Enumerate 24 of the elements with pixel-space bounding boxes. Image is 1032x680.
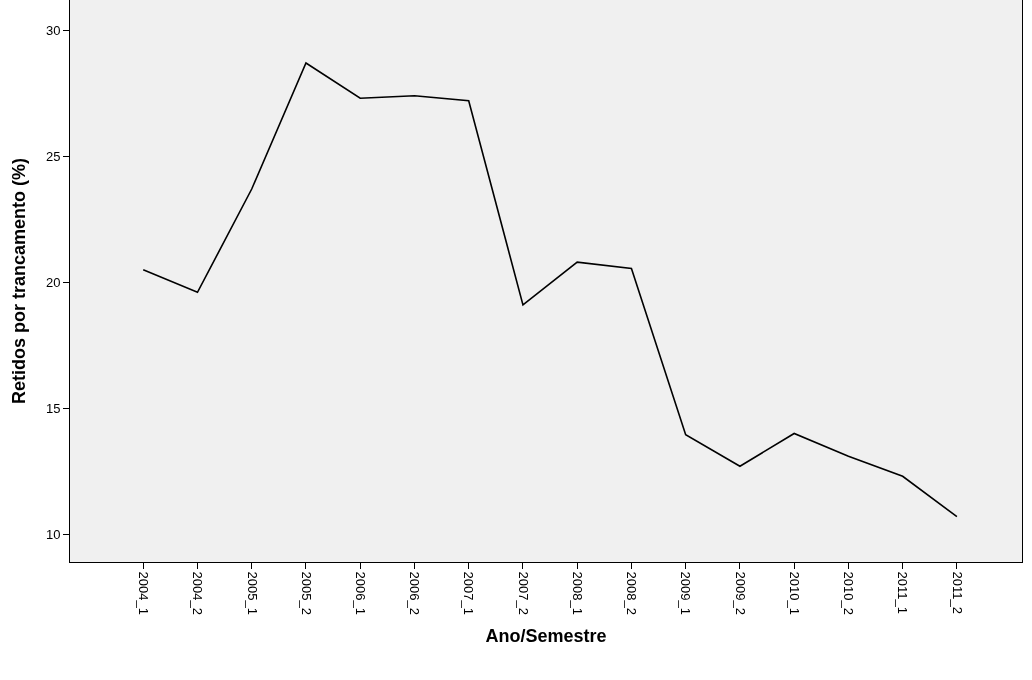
x-tick-label: 2009_1 — [678, 571, 694, 615]
x-tick-label: 2009_2 — [732, 571, 748, 615]
y-tick-label: 15 — [45, 400, 61, 416]
x-tick-label: 2004_2 — [190, 571, 206, 615]
x-tick-label: 2008_2 — [624, 571, 640, 615]
x-axis-title: Ano/Semestre — [485, 626, 607, 647]
x-tick-label: 2004_1 — [136, 571, 151, 615]
y-axis-title: Retidos por trancamento (%) — [9, 157, 30, 405]
x-tick-label: 2007_1 — [461, 571, 477, 615]
y-tick-label: 25 — [45, 148, 61, 164]
x-tick-label: 2006_1 — [352, 571, 368, 615]
y-tick-label: 30 — [45, 22, 61, 38]
x-tick-label: 2011_2 — [949, 571, 965, 615]
x-tick-label: 2010_2 — [841, 571, 857, 615]
x-tick-label: 2010_1 — [786, 571, 802, 615]
x-tick-label: 2006_2 — [407, 571, 423, 615]
y-tick-label: 20 — [45, 274, 61, 290]
x-tick-label: 2011_1 — [895, 571, 911, 615]
y-tick-label: 10 — [45, 526, 61, 542]
x-tick-label: 2008_1 — [569, 571, 585, 615]
x-tick-label: 2005_2 — [298, 571, 314, 615]
x-tick-label: 2005_1 — [244, 571, 260, 615]
x-tick-label: 2007_2 — [515, 571, 531, 615]
line-series — [142, 62, 958, 518]
